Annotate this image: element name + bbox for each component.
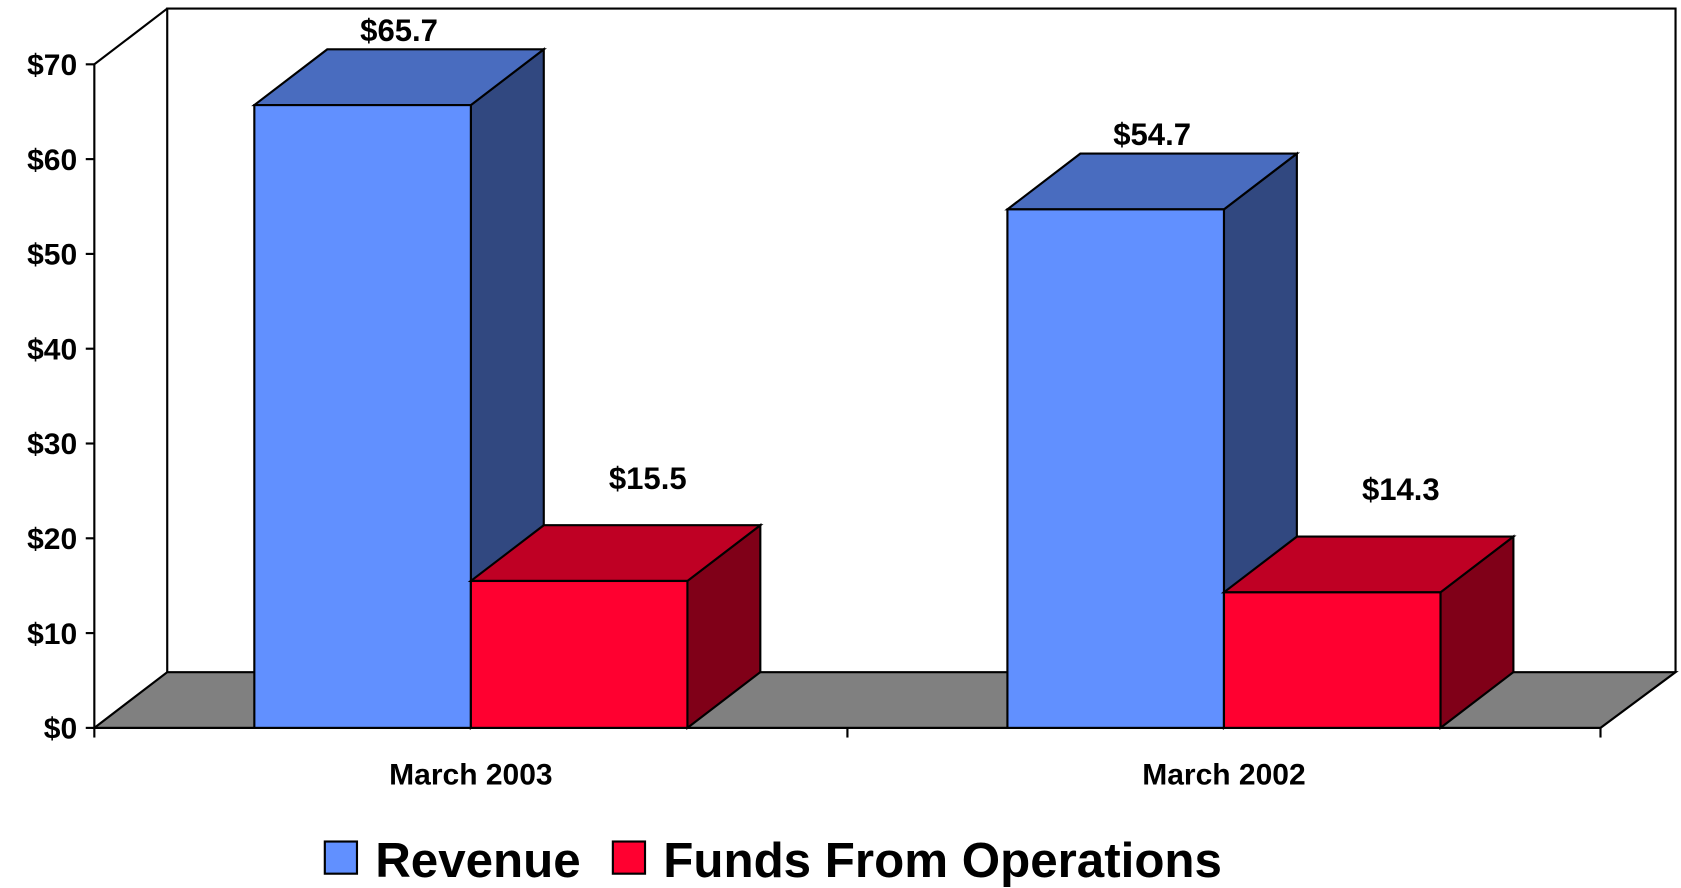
bar	[1222, 591, 1442, 729]
y-tick-label: $30	[27, 428, 77, 461]
y-tick-label: $60	[27, 144, 77, 177]
legend-label: Revenue	[375, 833, 581, 888]
bar	[1006, 208, 1226, 729]
bar	[469, 579, 689, 729]
x-tick-label: March 2003	[389, 759, 552, 792]
legend-swatch	[323, 840, 359, 875]
bar	[253, 104, 472, 729]
y-tick-label: $40	[27, 333, 77, 366]
x-tick-label: March 2002	[1142, 759, 1305, 792]
data-label: $54.7	[1113, 117, 1191, 152]
plot-area: $0 $10 $20 $30 $40 $50 $60 $70 March 2003 $65.7 $1…	[27, 7, 1679, 888]
legend-label: Funds From Operations	[663, 833, 1222, 888]
back-wall	[166, 7, 1677, 673]
data-label: $14.3	[1362, 472, 1440, 507]
y-tick-label: $20	[27, 523, 77, 556]
y-tick-label: $70	[27, 49, 77, 82]
data-label: $65.7	[360, 13, 438, 48]
y-tick-label: $0	[44, 713, 77, 746]
y-tick-label: $10	[27, 618, 77, 651]
legend-swatch	[611, 840, 647, 875]
y-tick-label: $50	[27, 239, 77, 272]
data-label: $15.5	[609, 461, 687, 496]
